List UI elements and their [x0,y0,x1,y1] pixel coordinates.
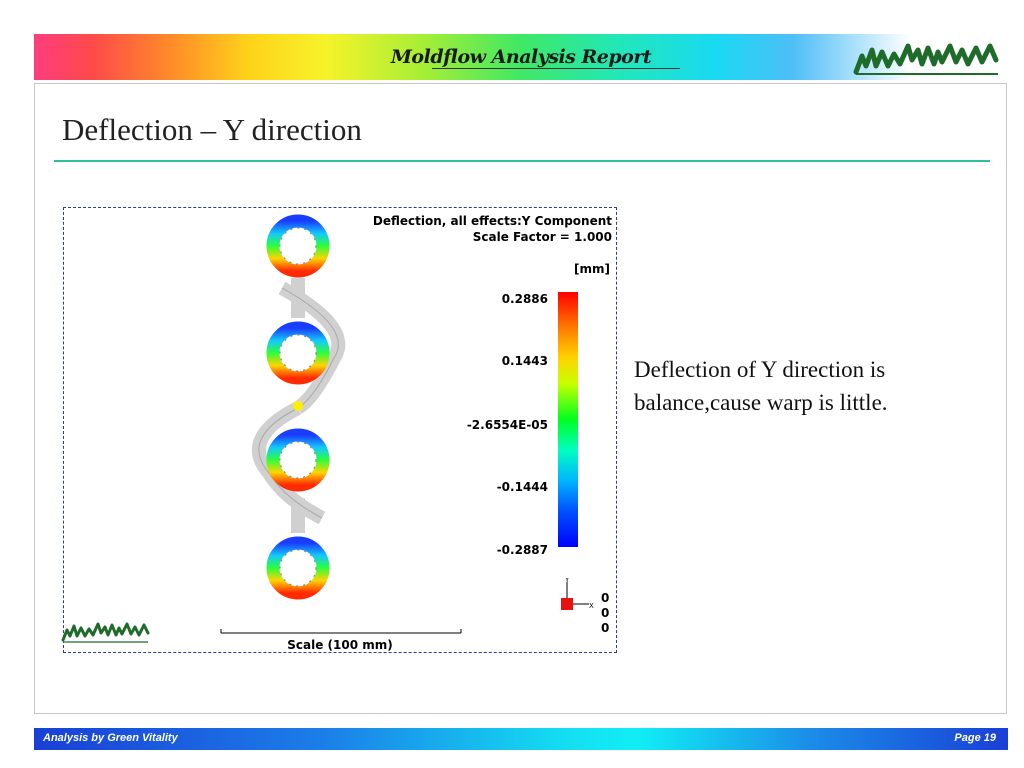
part-ring-1 [266,214,330,278]
footer-band: Analysis by Green Vitality Page 19 [34,728,1008,750]
runner-outline [258,287,339,519]
title-underline [432,68,680,69]
gate-marker [293,401,303,411]
coord-value: 0 [601,591,610,605]
legend-tick: 0.1443 [501,354,548,368]
slide-title: Deflection – Y direction [62,112,362,147]
body-text: Deflection of Y direction is balance,cau… [634,357,888,415]
scale-bar [220,629,462,634]
legend-tick: -0.2887 [496,543,548,557]
content-frame [34,83,1007,714]
unit-label: [mm] [574,262,610,276]
page-number: Page 19 [954,732,996,744]
part-ring-2 [266,321,330,385]
report-title: Moldflow Analysis Report [390,46,652,68]
scale-label: Scale (100 mm) [287,638,393,652]
coord-value: 0 [601,621,610,635]
axis-triad-icon: Y X [561,578,594,610]
part-ring-4 [266,536,330,600]
legend-tick: 0.2886 [501,292,548,306]
title-divider [54,160,990,162]
legend-tick: -2.6554E-05 [466,418,548,432]
scale-factor: Scale Factor = 1.000 [472,230,612,244]
footer-author: Analysis by Green Vitality [43,732,178,744]
deflection-plot: Deflection, all effects:Y Component Scal… [60,207,617,653]
svg-text:X: X [589,602,594,610]
coord-value: 0 [601,606,610,620]
legend-colorbar [558,292,578,547]
legend-tick: -0.1444 [496,480,548,494]
moldflow-logo [852,36,1002,83]
svg-text:Y: Y [564,578,570,584]
header-band: Moldflow Analysis Report [34,34,1008,80]
part-ring-3 [266,428,330,492]
model-view [252,214,346,600]
moldflow-watermark-logo [60,618,152,649]
plot-title: Deflection, all effects:Y Component [372,214,612,228]
